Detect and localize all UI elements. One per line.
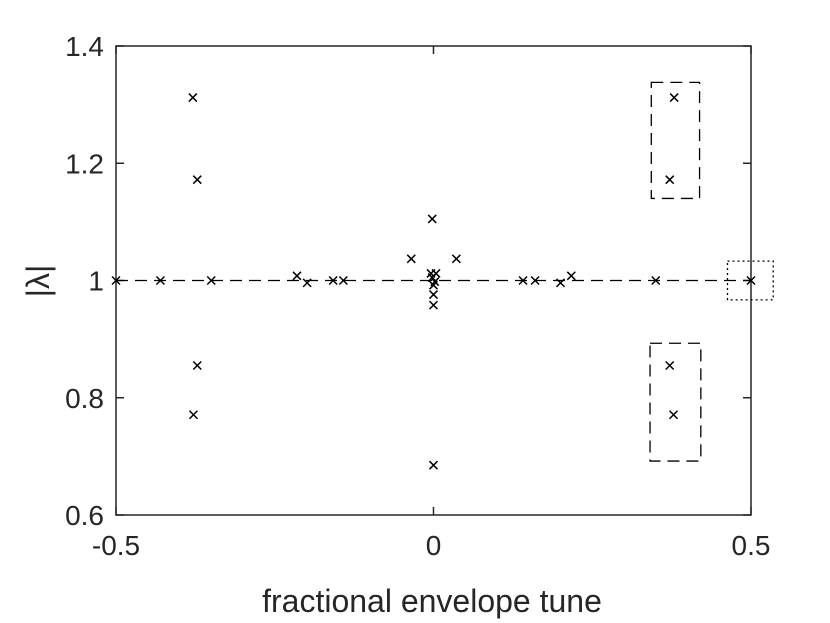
y-tick-label: 1.4 (65, 31, 104, 62)
data-point (451, 254, 461, 264)
data-point-stroke (338, 275, 348, 286)
data-point-stroke (566, 271, 576, 281)
y-tick-label: 0.6 (65, 500, 104, 531)
data-point (338, 275, 348, 286)
data-point-stroke (427, 273, 437, 283)
data-point-stroke (665, 360, 675, 371)
data-point-stroke (292, 271, 302, 281)
data-point-stroke (111, 275, 121, 286)
data-point (192, 175, 202, 185)
data-point (665, 360, 675, 371)
y-tick-label: 0.8 (65, 383, 104, 414)
dashed-annotation-box (650, 81, 701, 200)
y-axis-label: |λ| (20, 265, 56, 298)
data-point-stroke (192, 175, 202, 185)
data-point (292, 271, 302, 281)
x-tick-label: 0.5 (732, 530, 771, 561)
data-point (406, 254, 416, 264)
data-point-stroke (328, 275, 338, 286)
data-point (427, 214, 437, 224)
data-point-stroke (669, 93, 679, 103)
data-point (302, 278, 312, 288)
data-point-stroke (406, 254, 416, 264)
data-point (188, 93, 198, 103)
data-point-stroke (188, 93, 198, 103)
data-point (188, 410, 199, 420)
data-point-stroke (651, 275, 661, 286)
data-point (428, 280, 439, 290)
data-point (668, 410, 679, 420)
data-point-stroke (428, 460, 439, 470)
data-point-stroke (192, 360, 202, 371)
data-point-stroke (206, 275, 216, 286)
data-points (111, 93, 756, 470)
data-point-stroke (746, 275, 756, 286)
data-point (555, 278, 566, 288)
data-point (530, 275, 540, 286)
data-point (111, 275, 121, 286)
data-point-stroke (428, 290, 439, 300)
data-point-stroke (428, 300, 439, 310)
data-point-stroke (665, 175, 675, 185)
data-point-stroke (155, 275, 165, 286)
x-tick-label: -0.5 (92, 530, 140, 561)
data-point-stroke (668, 410, 679, 420)
data-point (746, 275, 756, 286)
data-point (665, 175, 675, 185)
data-point (328, 275, 338, 286)
data-point-stroke (555, 278, 566, 288)
data-point-stroke (427, 214, 437, 224)
x-axis-label: fractional envelope tune (262, 583, 602, 619)
data-point (428, 300, 439, 310)
data-point (428, 460, 439, 470)
data-point-stroke (530, 275, 540, 286)
data-point-stroke (451, 254, 461, 264)
data-point-stroke (428, 280, 439, 290)
data-point (518, 275, 528, 286)
data-point (651, 275, 661, 286)
data-point (155, 275, 165, 286)
annotation-boxes (649, 81, 774, 462)
data-point (566, 271, 576, 281)
y-tick-label: 1.2 (65, 148, 104, 179)
data-point (192, 360, 202, 371)
data-point (428, 290, 439, 300)
data-point-stroke (302, 278, 312, 288)
data-point-stroke (518, 275, 528, 286)
data-point (427, 273, 437, 283)
data-point (206, 275, 216, 286)
data-point-stroke (188, 410, 199, 420)
data-point (669, 93, 679, 103)
tick-labels: -0.5 0 0.5 0.6 0.8 1 1.2 1.4 (65, 31, 770, 561)
x-tick-label: 0 (426, 530, 442, 561)
dotted-annotation-box (726, 260, 774, 301)
y-tick-label: 1 (88, 266, 104, 297)
dashed-annotation-box (649, 342, 702, 462)
